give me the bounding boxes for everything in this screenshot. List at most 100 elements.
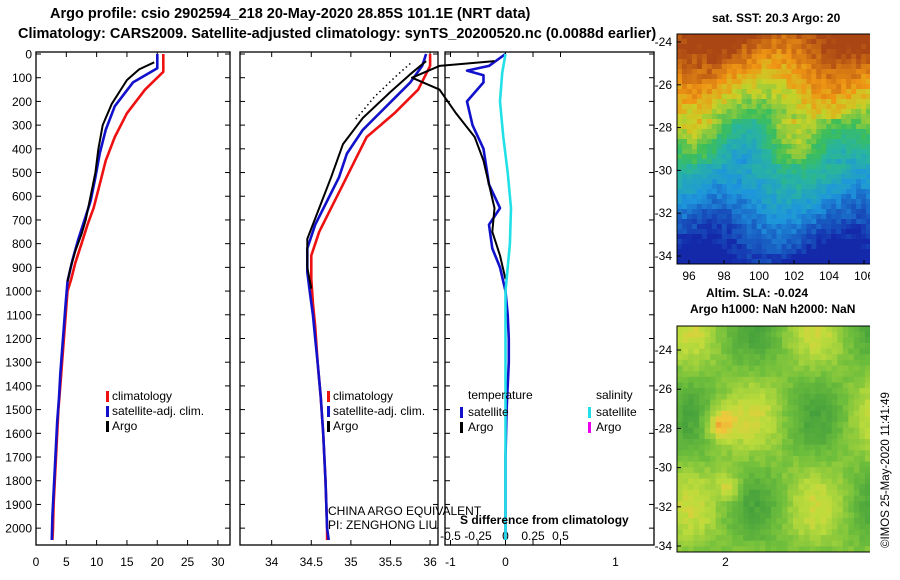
map-cell: [710, 342, 717, 349]
map-cell: [736, 194, 743, 200]
map-cell: [836, 239, 842, 245]
map-cell: [686, 69, 693, 75]
map-cell: [681, 174, 688, 180]
map-cell: [793, 326, 800, 333]
map-cell: [851, 144, 857, 150]
map-cell: [736, 219, 743, 225]
map-cell: [793, 416, 800, 423]
map-cell: [787, 427, 794, 434]
map-cell: [743, 450, 750, 457]
map-cell: [756, 219, 762, 225]
map-cell: [848, 388, 855, 395]
map-cell: [826, 506, 833, 513]
map-cell: [743, 399, 750, 406]
map-cell: [806, 174, 812, 180]
map-cell: [806, 244, 812, 250]
map-cell: [853, 416, 860, 423]
map-cell: [798, 467, 805, 474]
map-cell: [766, 234, 772, 240]
map-cell: [715, 495, 722, 502]
map-cell: [836, 214, 842, 220]
map-cell: [776, 114, 782, 120]
map-cell: [836, 254, 842, 260]
map-cell: [737, 382, 744, 389]
map-cell: [721, 535, 728, 542]
map-cell: [821, 249, 827, 255]
x-tick-label: -1: [445, 555, 456, 569]
map-cell: [831, 154, 837, 160]
map-cell: [781, 34, 787, 40]
map-cell: [791, 124, 797, 130]
map-cell: [791, 164, 797, 170]
map-cell: [732, 365, 739, 372]
map-cell: [841, 239, 847, 245]
map-cell: [696, 134, 703, 140]
map-cell: [836, 179, 842, 185]
map-cell: [776, 249, 782, 255]
map-cell: [746, 234, 753, 240]
map-cell: [741, 54, 748, 60]
map-cell: [846, 159, 852, 165]
map-cell: [759, 376, 766, 383]
map-cell: [691, 114, 698, 120]
map-cell: [837, 416, 844, 423]
map-cell: [721, 129, 728, 135]
map-cell: [806, 74, 812, 80]
map-cell: [701, 119, 708, 125]
map-cell: [796, 169, 802, 175]
map-cell: [796, 109, 802, 115]
map-cell: [704, 467, 711, 474]
map-cell: [820, 512, 827, 519]
map-cell: [770, 354, 777, 361]
map-cell: [851, 209, 857, 215]
map-cell: [864, 331, 870, 338]
map-cell: [737, 427, 744, 434]
map-cell: [696, 244, 703, 250]
map-cell: [806, 79, 812, 85]
map-cell: [711, 139, 718, 145]
map-cell: [688, 410, 694, 417]
map-cell: [721, 337, 728, 344]
map-cell: [704, 348, 711, 355]
map-cell: [731, 99, 738, 105]
map-cell: [851, 109, 857, 115]
map-cell: [856, 184, 862, 190]
map-cell: [754, 455, 761, 462]
map-cell: [737, 422, 744, 429]
map-cell: [721, 189, 728, 195]
map-cell: [681, 244, 688, 250]
map-cell: [831, 249, 837, 255]
map-cell: [699, 342, 706, 349]
map-cell: [859, 405, 866, 412]
map-cell: [737, 388, 744, 395]
map-cell: [776, 489, 783, 496]
map-cell: [859, 365, 866, 372]
map-cell: [851, 104, 857, 110]
map-cell: [701, 44, 708, 50]
map-cell: [836, 54, 842, 60]
map-cell: [731, 254, 738, 260]
map-cell: [696, 129, 703, 135]
map-cell: [759, 348, 766, 355]
map-cell: [716, 124, 723, 130]
map-cell: [809, 450, 816, 457]
map-cell: [796, 39, 802, 45]
map-cell: [851, 174, 857, 180]
map-cell: [841, 194, 847, 200]
map-cell: [748, 359, 755, 366]
map-cell: [688, 546, 694, 553]
map-cell: [677, 179, 683, 185]
map-cell: [776, 44, 782, 50]
map-cell: [866, 209, 870, 215]
map-cell: [677, 489, 683, 496]
map-cell: [696, 154, 703, 160]
map-cell: [732, 433, 739, 440]
map-cell: [836, 79, 842, 85]
map-cell: [791, 254, 797, 260]
map-cell: [791, 139, 797, 145]
map-cell: [765, 388, 772, 395]
map-cell: [770, 348, 777, 355]
map-cell: [771, 164, 777, 170]
map-cell: [776, 410, 783, 417]
map-cell: [756, 54, 762, 60]
